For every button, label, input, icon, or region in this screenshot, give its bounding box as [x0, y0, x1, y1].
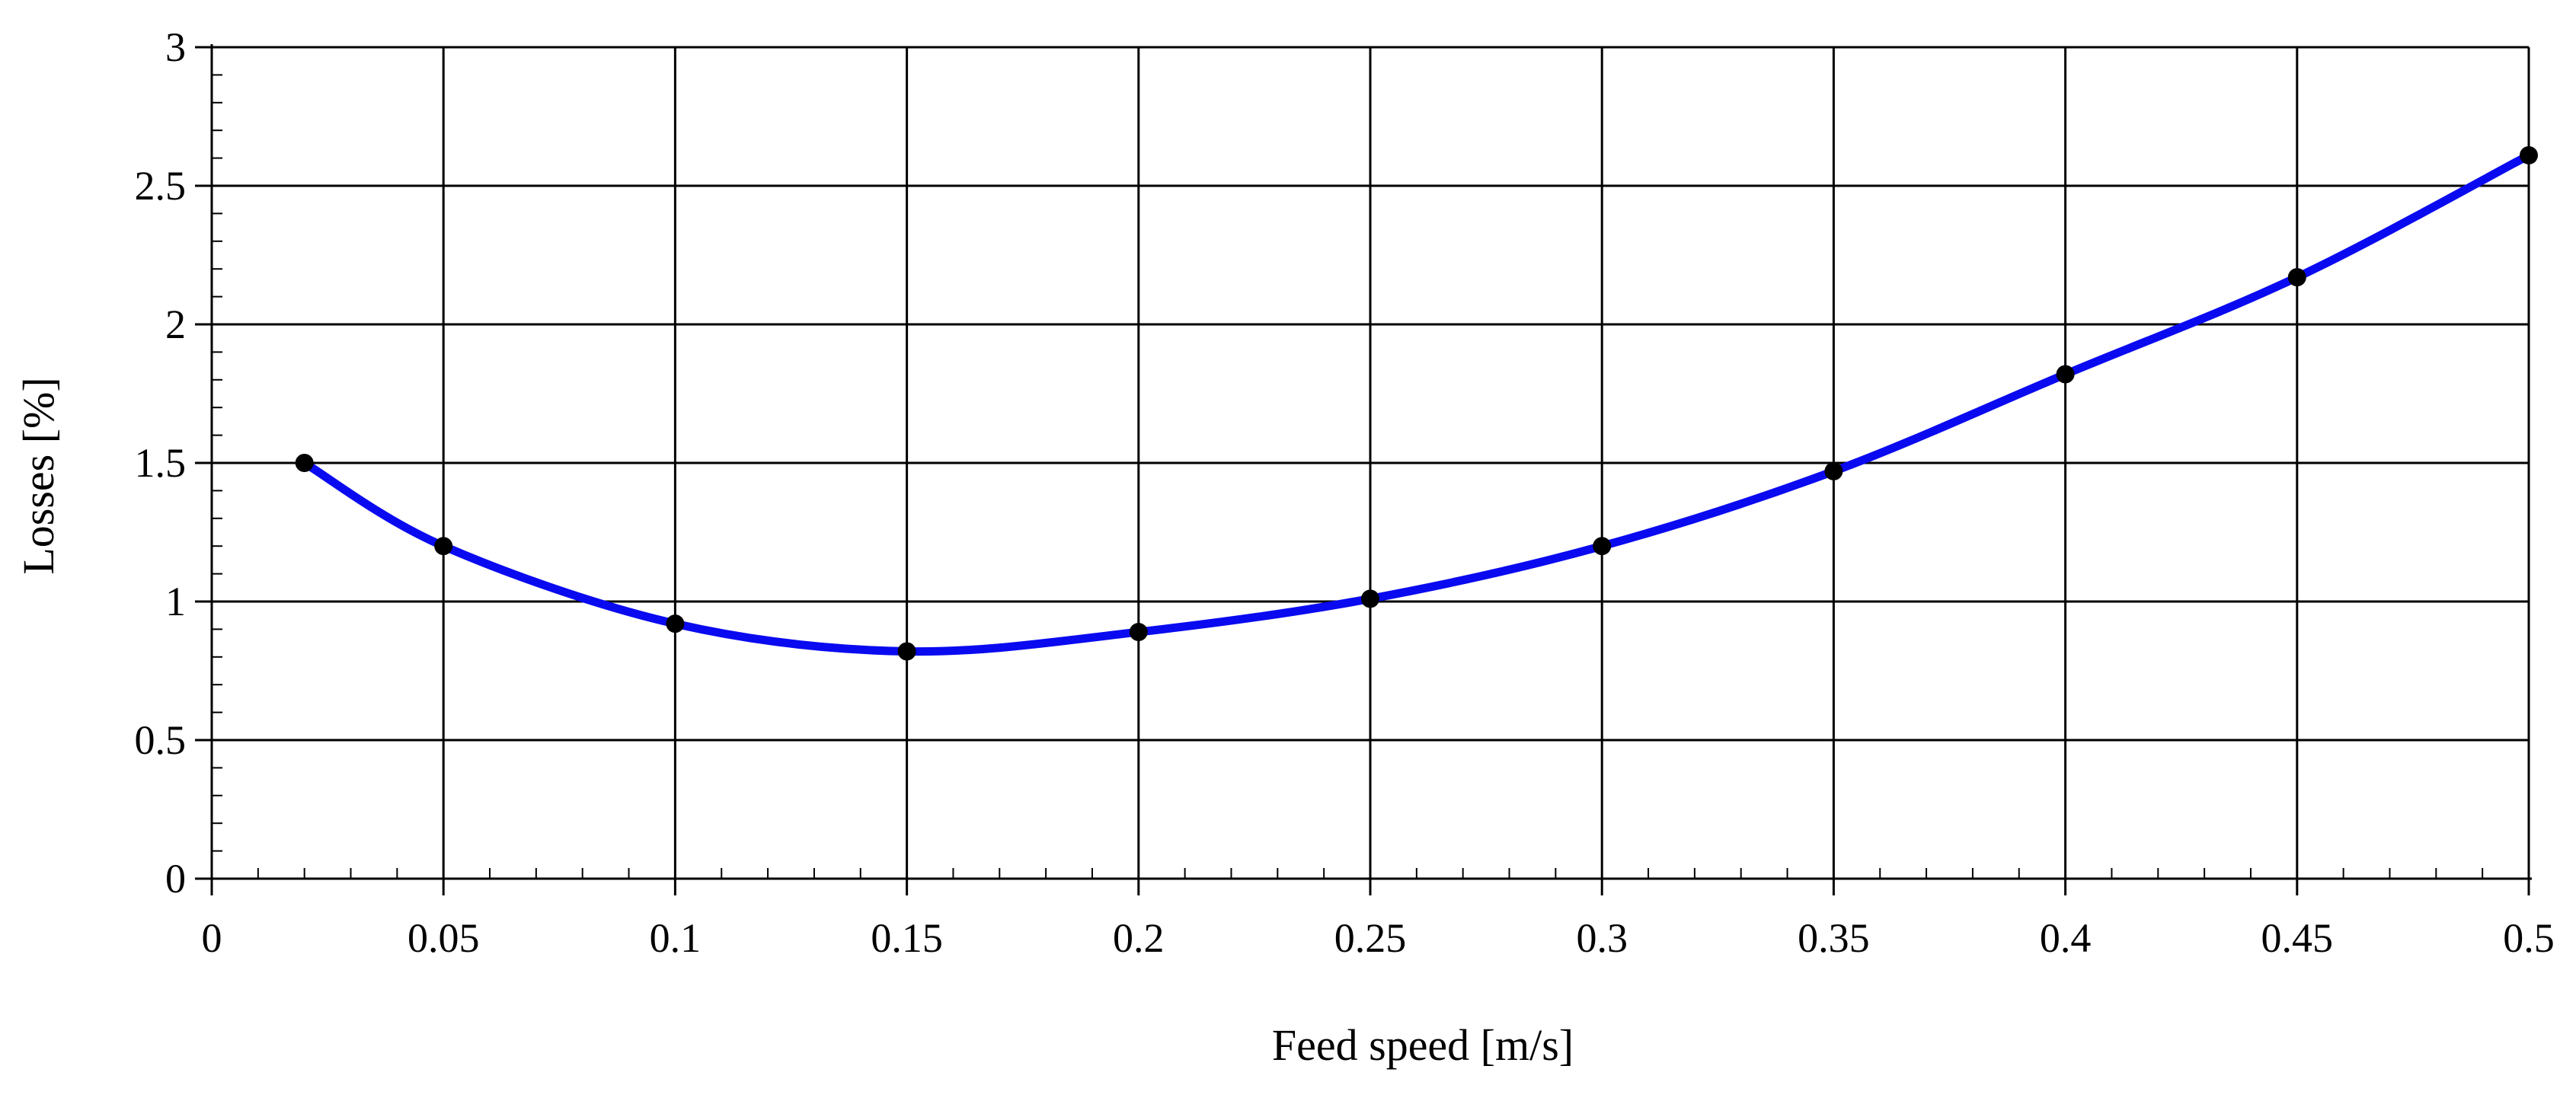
data-point-marker — [1361, 589, 1379, 608]
data-point-marker — [295, 454, 314, 472]
y-tick-label: 0.5 — [135, 717, 187, 763]
x-axis-tick-labels: 0 0.05 0.1 0.15 0.2 0.25 0.3 0.35 0.4 0.45 0.5 — [202, 915, 2555, 961]
x-tick-label: 0.15 — [871, 915, 943, 961]
y-tick-label: 0 — [165, 856, 186, 902]
data-point-marker — [1824, 461, 1843, 480]
x-tick-label: 0.1 — [650, 915, 702, 961]
y-tick-label: 1 — [165, 579, 186, 624]
x-tick-label: 0.4 — [2040, 915, 2092, 961]
axes — [195, 44, 2532, 895]
data-point-marker — [434, 537, 453, 556]
x-tick-label: 0.2 — [1113, 915, 1165, 961]
data-point-marker — [1129, 623, 1148, 642]
minor-ticks — [211, 46, 2530, 879]
data-point-marker — [2520, 145, 2538, 164]
data-point-marker — [2287, 268, 2306, 287]
data-point-marker — [897, 642, 916, 661]
y-axis-tick-labels: 0 0.5 1 1.5 2 2.5 3 — [135, 24, 187, 902]
data-point-marker — [1593, 537, 1612, 556]
x-tick-label: 0.05 — [407, 915, 480, 961]
data-point-marker — [666, 614, 685, 633]
grid — [210, 46, 2530, 880]
series-line-losses — [300, 151, 2533, 656]
series — [295, 145, 2538, 661]
x-tick-label: 0.5 — [2503, 915, 2555, 961]
y-axis-title: Losses [%] — [14, 377, 63, 574]
x-tick-label: 0.35 — [1798, 915, 1870, 961]
y-tick-label: 2.5 — [135, 163, 187, 209]
x-tick-label: 0.25 — [1334, 915, 1407, 961]
y-tick-label: 1.5 — [135, 440, 187, 486]
data-point-marker — [2056, 365, 2075, 384]
y-tick-label: 2 — [165, 302, 186, 347]
x-tick-label: 0.3 — [1576, 915, 1628, 961]
x-axis-title: Feed speed [m/s] — [1272, 1020, 1574, 1070]
x-tick-label: 0.45 — [2261, 915, 2334, 961]
y-tick-label: 3 — [165, 24, 186, 70]
x-tick-label: 0 — [202, 915, 222, 961]
